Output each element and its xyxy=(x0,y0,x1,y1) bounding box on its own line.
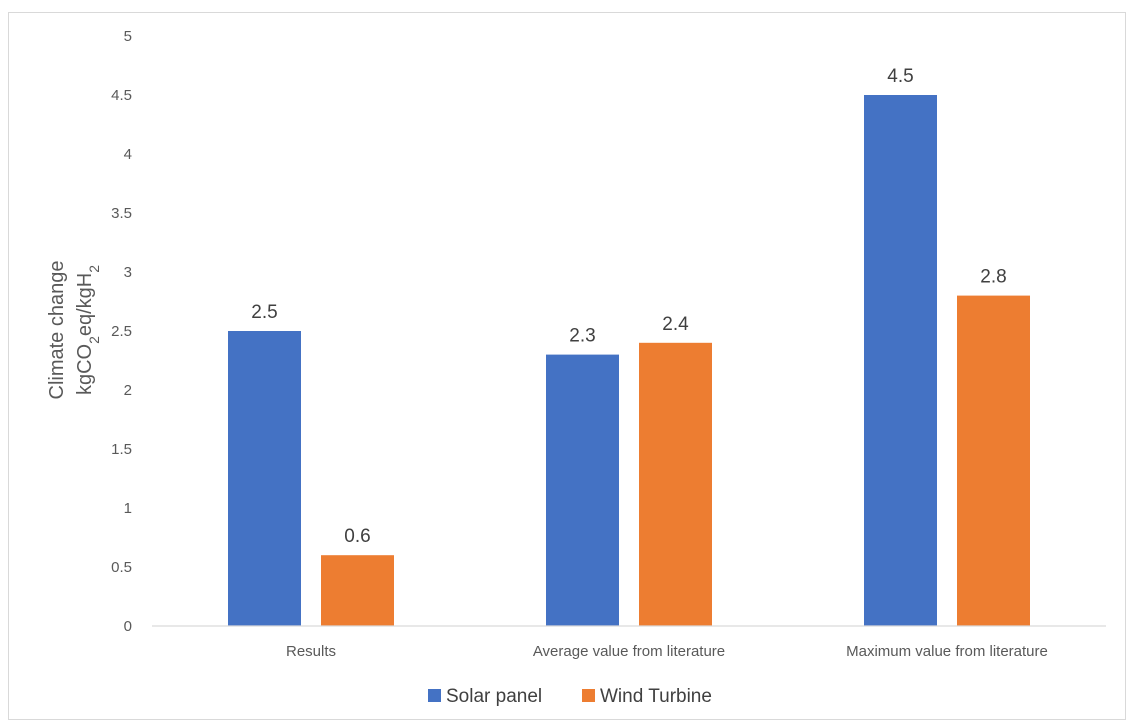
legend-swatch xyxy=(428,689,441,702)
bars xyxy=(228,95,1030,626)
y-tick-label: 1.5 xyxy=(111,441,132,458)
y-tick-label: 0 xyxy=(124,618,132,635)
legend-swatch xyxy=(582,689,595,702)
data-labels: 2.5 0.6 2.3 2.4 4.5 2.8 xyxy=(251,66,1006,547)
y-axis-unit-sub2: 2 xyxy=(86,265,102,273)
y-tick-label: 4.5 xyxy=(111,87,132,104)
bar-solar-panel xyxy=(546,354,619,626)
x-axis-categories: Results Average value from literature Maxi… xyxy=(286,643,1048,660)
data-label: 2.5 xyxy=(251,302,277,323)
y-axis-title-line2: kgCO2eq/kgH2 xyxy=(74,265,102,395)
data-label: 4.5 xyxy=(887,66,913,87)
y-axis-unit-part1: kgCO xyxy=(74,344,96,395)
y-tick-label: 2.5 xyxy=(111,323,132,340)
y-axis-unit-sub1: 2 xyxy=(86,336,102,344)
y-axis-unit-part2: eq/kgH xyxy=(74,273,96,336)
y-tick-label: 3.5 xyxy=(111,205,132,222)
x-category-label: Average value from literature xyxy=(533,643,725,660)
y-axis-ticks: 0 0.5 1 1.5 2 2.5 3 3.5 4 4.5 5 xyxy=(111,28,132,635)
y-tick-label: 2 xyxy=(124,382,132,399)
bar-wind-turbine xyxy=(957,295,1030,626)
y-tick-label: 1 xyxy=(124,500,132,517)
x-category-label: Results xyxy=(286,643,336,660)
legend: Solar panel Wind Turbine xyxy=(428,686,712,707)
data-label: 2.8 xyxy=(980,267,1006,288)
bar-wind-turbine xyxy=(321,555,394,626)
bar-solar-panel xyxy=(864,95,937,626)
data-label: 2.3 xyxy=(569,326,595,347)
bar-solar-panel xyxy=(228,331,301,626)
y-axis-title-line1: Climate change xyxy=(46,261,68,400)
legend-label: Solar panel xyxy=(446,686,542,707)
y-tick-label: 5 xyxy=(124,28,132,45)
y-axis-title: Climate change kgCO2eq/kgH2 xyxy=(46,261,102,400)
y-tick-label: 0.5 xyxy=(111,559,132,576)
bar-wind-turbine xyxy=(639,342,712,626)
data-label: 0.6 xyxy=(344,526,370,547)
data-label: 2.4 xyxy=(662,314,689,335)
legend-label: Wind Turbine xyxy=(600,686,712,707)
x-category-label: Maximum value from literature xyxy=(846,643,1048,660)
y-tick-label: 4 xyxy=(124,146,132,163)
y-tick-label: 3 xyxy=(124,264,132,281)
